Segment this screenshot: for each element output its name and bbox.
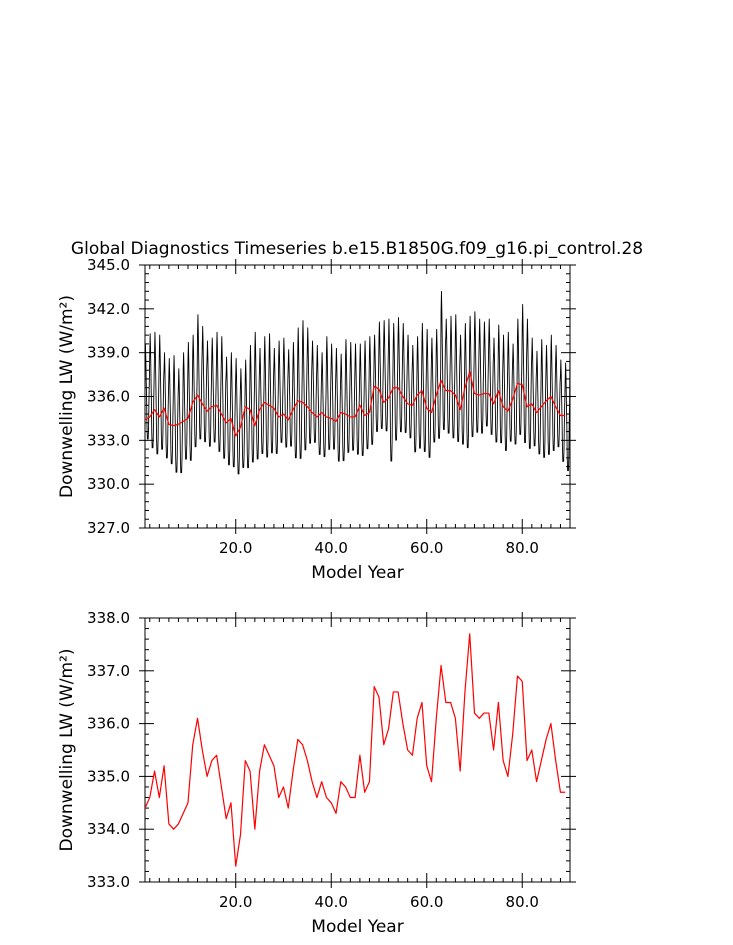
y-tick-label: 330.0 — [87, 475, 130, 493]
top-panel: 20.0 40.0 60.0 80.0 327.0 330.0 333.0 336.0 339.… — [57, 256, 576, 583]
x-tick-label: 20.0 — [219, 893, 252, 911]
x-axis-label: Model Year — [311, 563, 403, 583]
y-tick-label: 335.0 — [87, 767, 130, 785]
series-group — [145, 633, 566, 867]
x-tick-label: 60.0 — [410, 893, 443, 911]
y-tick-label: 339.0 — [87, 344, 130, 362]
x-tick-label: 80.0 — [506, 893, 539, 911]
y-tick-label: 334.0 — [87, 820, 130, 838]
chart-title: Global Diagnostics Timeseries b.e15.B185… — [71, 239, 643, 259]
plot-frame — [144, 617, 571, 883]
bottom-panel: 20.0 40.0 60.0 80.0 333.0 334.0 335.0 336.0 337.… — [57, 609, 576, 937]
y-tick-label: 327.0 — [87, 519, 130, 537]
series-group — [145, 290, 570, 475]
x-tick-label: 40.0 — [315, 893, 348, 911]
x-tick-label: 40.0 — [315, 539, 348, 557]
annual-mean-series-line — [145, 633, 566, 867]
monthly-series-line — [145, 290, 570, 475]
y-tick-label: 338.0 — [87, 609, 130, 627]
y-axis-label: Downwelling LW (W/m²) — [57, 649, 77, 852]
y-tick-label: 333.0 — [87, 873, 130, 891]
y-tick-label: 336.0 — [87, 715, 130, 733]
axis-ticks — [139, 612, 576, 888]
x-tick-label: 20.0 — [219, 539, 252, 557]
x-axis-label: Model Year — [311, 917, 403, 937]
annual-mean-series-line — [145, 371, 566, 437]
y-tick-label: 342.0 — [87, 300, 130, 318]
y-tick-label: 336.0 — [87, 388, 130, 406]
axis-ticks — [139, 259, 576, 534]
y-tick-label: 333.0 — [87, 431, 130, 449]
y-tick-label: 337.0 — [87, 662, 130, 680]
y-axis-label: Downwelling LW (W/m²) — [57, 295, 77, 498]
x-tick-label: 80.0 — [506, 539, 539, 557]
x-tick-label: 60.0 — [410, 539, 443, 557]
y-tick-label: 345.0 — [87, 256, 130, 274]
